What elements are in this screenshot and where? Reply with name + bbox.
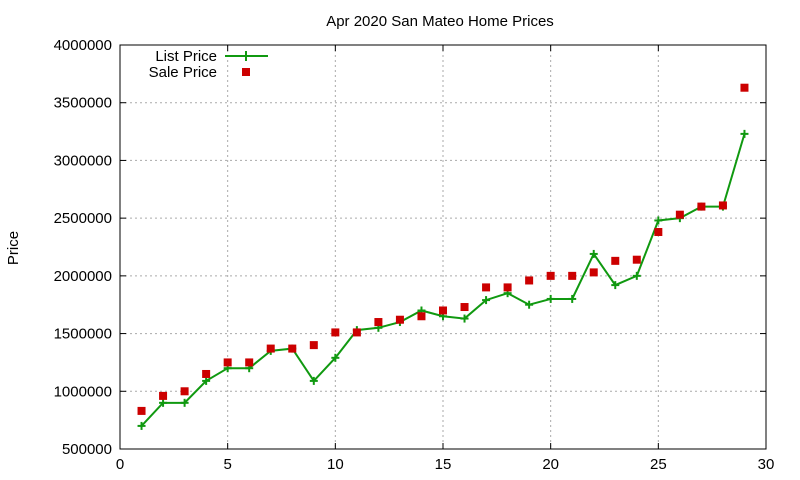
sale-price-point <box>568 271 577 280</box>
legend: List Price Sale Price <box>149 48 268 81</box>
series-list-price <box>137 129 749 430</box>
list-price-point <box>137 421 146 430</box>
sale-price-point <box>352 328 361 337</box>
sale-price-point <box>202 369 211 378</box>
sale-price-point <box>159 391 168 400</box>
list-price-point <box>460 314 469 323</box>
list-price-line <box>140 133 746 427</box>
x-tick-label: 20 <box>542 456 559 473</box>
list-price-point <box>654 216 663 225</box>
y-tick-label: 4000000 <box>54 37 112 54</box>
y-tick-label: 3500000 <box>54 95 112 112</box>
x-tick-label: 0 <box>116 456 124 473</box>
list-price-point <box>331 353 340 362</box>
list-price-point <box>611 281 620 290</box>
x-tick-label: 30 <box>758 456 775 473</box>
sale-price-point <box>654 227 663 236</box>
y-axis-label: Price <box>5 231 22 265</box>
list-price-point <box>525 300 534 309</box>
sale-price-point <box>266 344 275 353</box>
list-price-point <box>482 296 491 305</box>
sale-price-point <box>137 406 146 415</box>
chart-title: Apr 2020 San Mateo Home Prices <box>326 13 554 30</box>
series-sale-price <box>137 83 749 415</box>
list-price-point <box>632 271 641 280</box>
y-tick-label: 500000 <box>62 441 112 458</box>
list-price-point <box>202 376 211 385</box>
x-tick-label: 25 <box>650 456 667 473</box>
sale-price-point <box>395 315 404 324</box>
sale-price-point <box>525 276 534 285</box>
sale-price-point <box>223 358 232 367</box>
sale-price-point <box>611 256 620 265</box>
y-tick-label: 1500000 <box>54 326 112 343</box>
x-tick-label: 5 <box>223 456 231 473</box>
sale-price-point <box>331 328 340 337</box>
legend-label-list-price: List Price <box>155 48 217 65</box>
list-price-point <box>740 129 749 138</box>
sale-price-point <box>460 303 469 312</box>
grid <box>120 45 766 449</box>
sale-price-point <box>740 83 749 92</box>
sale-price-point <box>697 202 706 211</box>
sale-price-point <box>245 358 254 367</box>
y-tick-label: 1000000 <box>54 383 112 400</box>
legend-marker-sale-price <box>242 68 250 76</box>
list-price-point <box>568 294 577 303</box>
x-tick-label: 10 <box>327 456 344 473</box>
sale-price-point <box>482 283 491 292</box>
x-tick-label: 15 <box>435 456 452 473</box>
y-tick-label: 2500000 <box>54 210 112 227</box>
plot-frame <box>119 44 767 450</box>
sale-price-point <box>309 341 318 350</box>
list-price-point <box>180 398 189 407</box>
sale-price-point <box>503 283 512 292</box>
y-tick-label: 3000000 <box>54 152 112 169</box>
list-price-point <box>159 398 168 407</box>
legend-marker-list-price <box>241 51 251 61</box>
list-price-point <box>589 249 598 258</box>
sale-price-point <box>374 318 383 327</box>
sale-price-point <box>417 312 426 321</box>
sale-price-point <box>589 268 598 277</box>
sale-price-point <box>180 387 189 396</box>
sale-price-point <box>718 201 727 210</box>
sale-price-point <box>675 210 684 219</box>
sale-price-point <box>546 271 555 280</box>
list-price-point <box>309 376 318 385</box>
sale-price-point <box>288 344 297 353</box>
list-price-point <box>546 294 555 303</box>
sale-price-point <box>632 255 641 264</box>
legend-label-sale-price: Sale Price <box>149 64 217 81</box>
sale-price-point <box>439 306 447 315</box>
y-tick-label: 2000000 <box>54 268 112 285</box>
axis-ticks: 0 5 10 15 20 25 30 500000 1000000 1500000 2000000 2… <box>54 37 775 473</box>
